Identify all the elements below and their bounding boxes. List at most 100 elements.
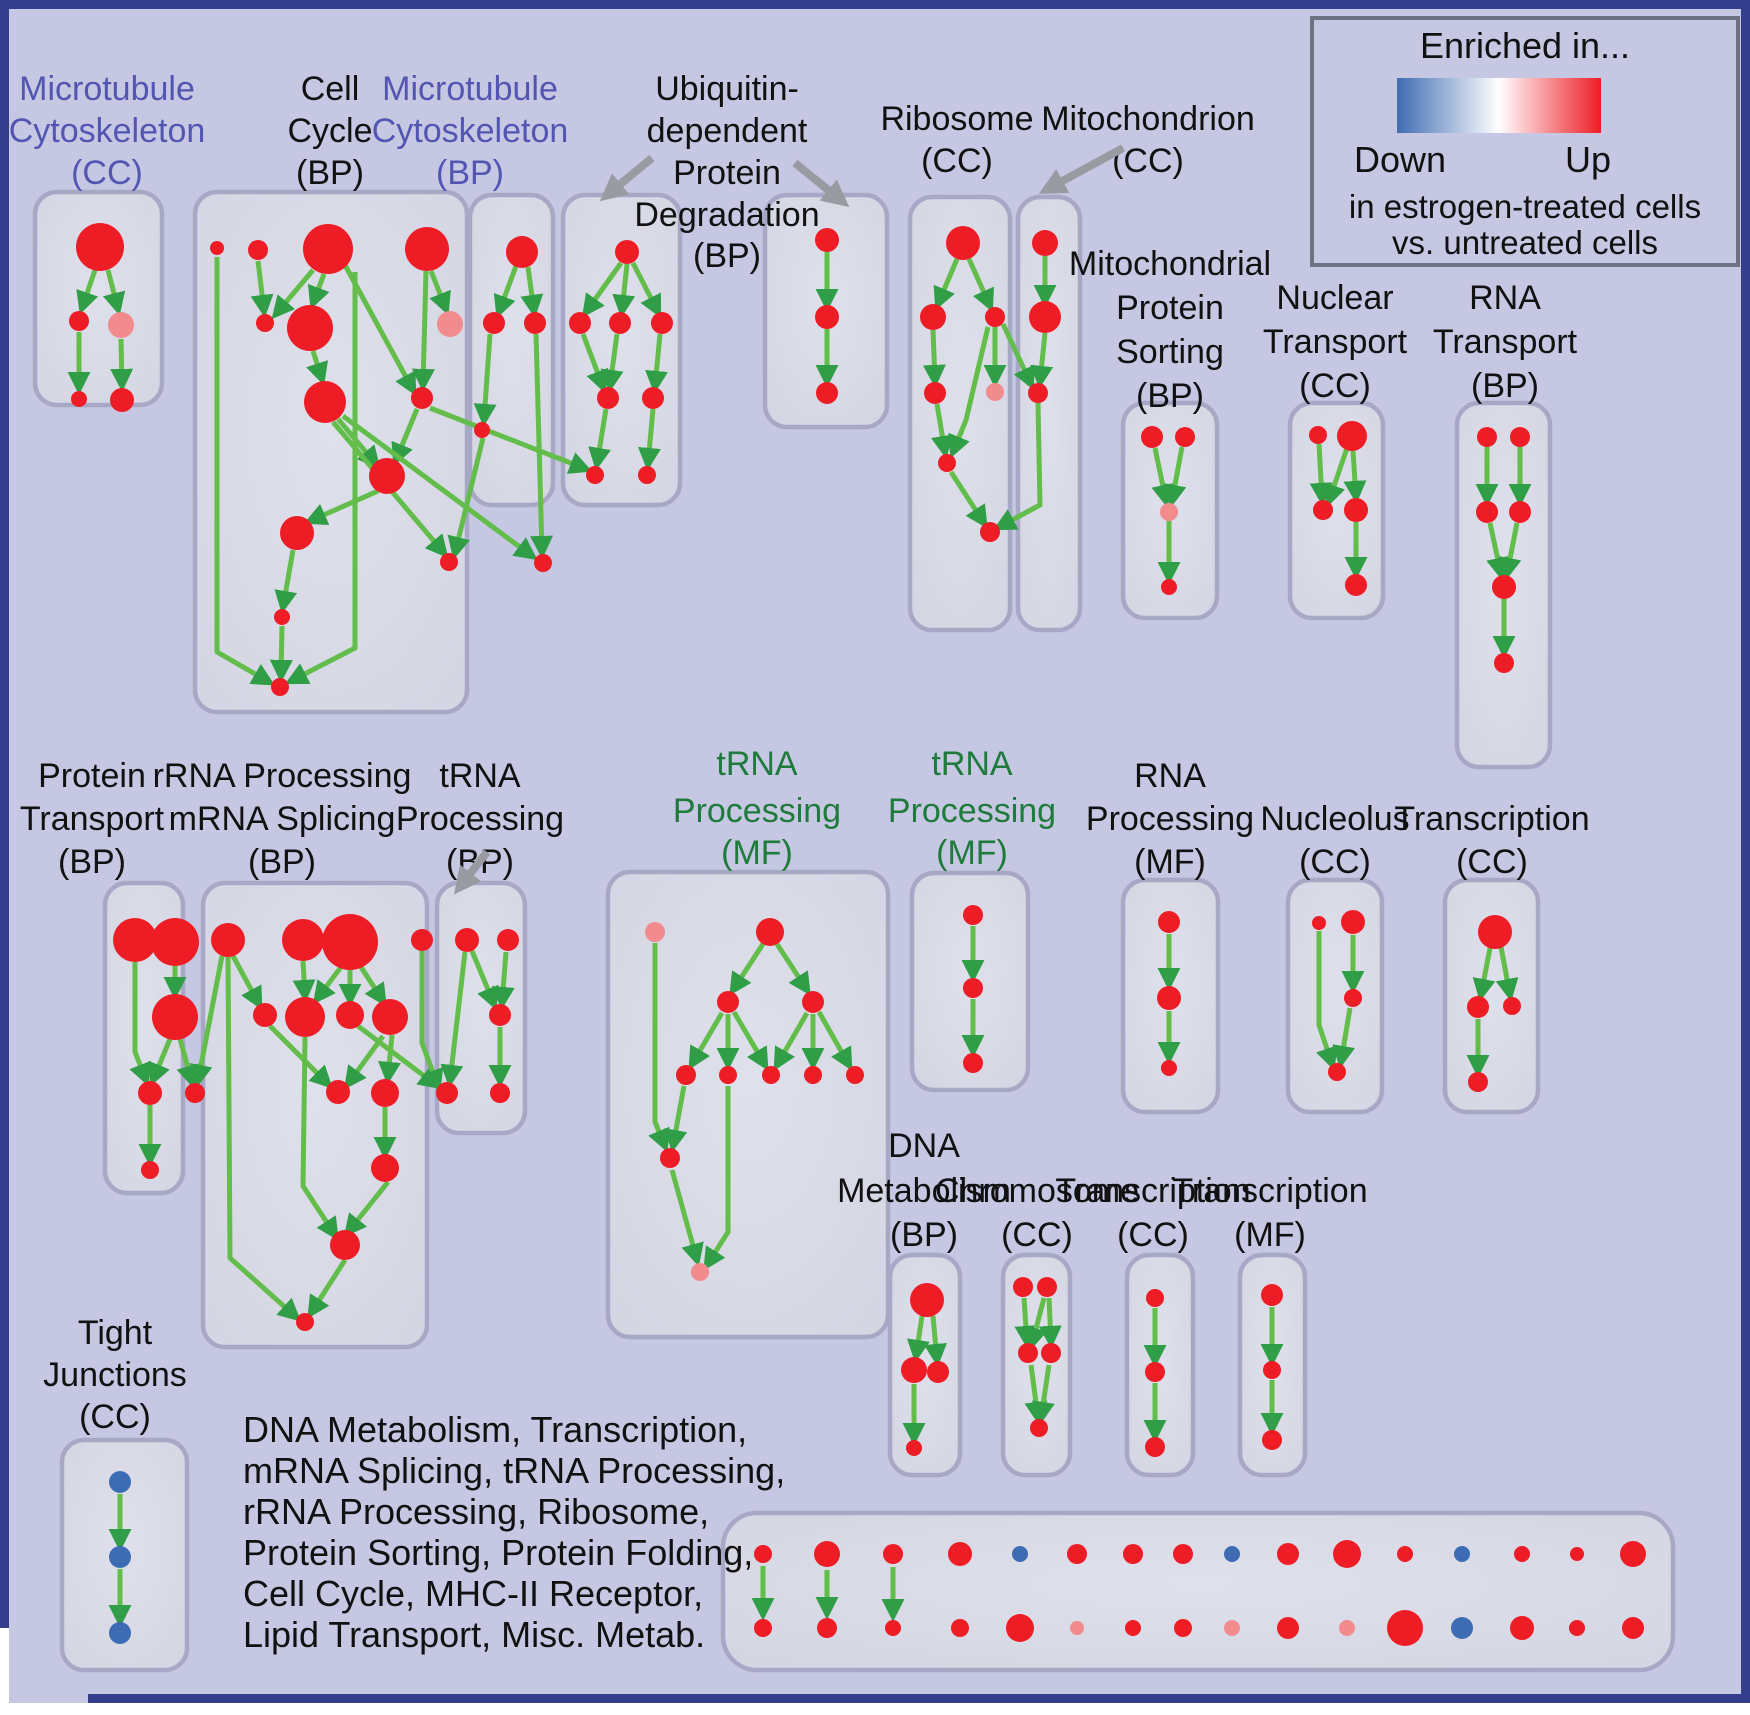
bottom-strip-col-3-top-node	[948, 1542, 972, 1566]
bottom-strip-col-14-bottom-node	[1569, 1620, 1585, 1636]
bottom-strip-col-9-bottom-node	[1277, 1617, 1299, 1639]
mitochondrion-box	[1015, 194, 1083, 633]
bottom-strip-col-13-bottom-node	[1510, 1616, 1534, 1640]
rrna-processing-mrna-splicing-node-6	[336, 1001, 364, 1029]
chromosome-node-0	[1013, 1277, 1033, 1297]
microtubule-cytoskeleton-cc-label-line-1: Microtubule	[19, 70, 195, 108]
nuclear-transport-edge-1	[1323, 447, 1350, 508]
ubiquitin-label-line-4: Degradation	[634, 196, 819, 234]
bottom-strip-col-3-bottom-node	[951, 1619, 969, 1637]
microtubule-cytoskeleton-bp-node-3	[474, 422, 490, 438]
cell-cycle-edge-2	[307, 273, 330, 310]
bottom-strip-col-2-top-node	[883, 1544, 903, 1564]
cell-cycle-node-11	[274, 609, 290, 625]
footer-line-5: Cell Cycle, MHC-II Receptor,	[243, 1573, 703, 1614]
nuclear-transport-node-0	[1309, 426, 1327, 444]
cell-cycle-node-3	[405, 227, 449, 271]
trna-processing-mf-big-edge-0	[729, 942, 766, 996]
trna-processing-mf-big-edge-9	[664, 1085, 688, 1153]
bottom-strip-col-1-top-node	[814, 1541, 840, 1567]
microtubule-cytoskeleton-cc-node-3	[71, 391, 87, 407]
transcription-cc2-node-2	[1145, 1437, 1165, 1457]
trna-processing-bp-node-3	[436, 1082, 458, 1104]
ribosome-node-3	[924, 382, 946, 404]
transcription-mf-node-2	[1262, 1430, 1282, 1450]
transcription-cc1-node-3	[1468, 1072, 1488, 1092]
footer-line-1: DNA Metabolism, Transcription,	[243, 1409, 747, 1450]
ribosome-edge-7	[948, 470, 988, 529]
bottom-strip-col-5-bottom-node	[1070, 1621, 1084, 1635]
chromosome-box	[1000, 1252, 1073, 1478]
dna-metabolism-label-line-1: DNA	[888, 1127, 960, 1165]
cell-cycle-node-6	[437, 311, 463, 337]
bottom-strip-col-15-bottom-node	[1622, 1617, 1644, 1639]
transcription-cc1-node-2	[1503, 997, 1521, 1015]
ribosome-node-2	[985, 307, 1005, 327]
microtubule-cytoskeleton-cc-label-line-3: (CC)	[71, 154, 143, 192]
ribosome-edge-4	[1000, 322, 1035, 391]
ribosome-node-0	[946, 226, 980, 260]
nuclear-transport-box	[1287, 400, 1386, 621]
nucleolus-edge-1	[1332, 1007, 1355, 1069]
trna-mf-small-label-line-3: (MF)	[936, 834, 1008, 872]
legend-box	[1310, 16, 1740, 267]
trna-processing-mf-big-node-5	[719, 1066, 737, 1084]
trna-processing-mf-big-edge-2	[688, 1011, 725, 1070]
cell-cycle-node-10	[280, 516, 314, 550]
mito-protein-sorting-label-line-4: (BP)	[1136, 377, 1204, 415]
rrna-processing-mrna-splicing-edge-9	[343, 1034, 386, 1090]
bottom-strip-col-4-top-node	[1012, 1546, 1028, 1562]
chromosome-node-2	[1018, 1343, 1038, 1363]
cell-cycle-node-13	[440, 553, 458, 571]
bottom-strip-col-11-top-node	[1397, 1546, 1413, 1562]
rrna-mrna-label-line-1: rRNA Processing	[153, 757, 412, 795]
mito-protein-sorting-label-line-2: Protein	[1116, 289, 1224, 327]
trna-processing-mf-big-node-8	[846, 1066, 864, 1084]
protein-transport-node-0	[113, 918, 157, 962]
trna-processing-mf-big-edge-8	[648, 943, 670, 1153]
trna-processing-mf-big-edge-10	[669, 1169, 704, 1267]
bottom-strip-col-8-top-node	[1224, 1546, 1240, 1562]
nuclear-transport-node-1	[1337, 421, 1367, 451]
trna-processing-bp-node-4	[490, 1083, 510, 1103]
cell-cycle-edge-9	[303, 488, 380, 526]
mitochondrion-label-line-2: (CC)	[1112, 142, 1184, 180]
ribosome-edge-2	[922, 329, 946, 388]
dna-metabolism-edge-0	[907, 1315, 930, 1363]
trna-processing-mf-big-node-9	[660, 1148, 680, 1168]
ubiquitin-degradation-b-node-2	[816, 382, 838, 404]
trna-processing-mf-big-edge-1	[774, 942, 811, 996]
bottom-strip-col-0-top-node	[754, 1545, 772, 1563]
footer-line-4: Protein Sorting, Protein Folding,	[243, 1532, 753, 1573]
ribosome-edge-6	[948, 326, 991, 459]
ribosome-edge-1	[966, 257, 994, 313]
trna-processing-mf-big-edge-5	[773, 1011, 810, 1071]
microtubule-cytoskeleton-bp-node-0	[506, 236, 538, 268]
ribosome-node-5	[938, 454, 956, 472]
cell-cycle-edge-10	[274, 549, 298, 614]
trna-processing-bp-node-0	[455, 928, 479, 952]
legend-up-label: Up	[1565, 139, 1611, 180]
legend-subline-1: in estrogen-treated cells	[1349, 188, 1701, 225]
rrna-processing-mrna-splicing-edge-13	[343, 1180, 390, 1238]
nucleolus-edge-2	[1315, 931, 1338, 1071]
ubiquitin-degradation-a-edge-3	[580, 333, 609, 394]
ubiquitin-degradation-a-edge-6	[588, 408, 611, 471]
rrna-processing-mrna-splicing-node-12	[296, 1313, 314, 1331]
protein-transport-node-5	[141, 1161, 159, 1179]
cell-cycle-edge-6	[306, 350, 329, 386]
dna-metabolism-label-line-2: Metabolism	[837, 1172, 1011, 1210]
rrna-processing-mrna-splicing-node-0	[211, 923, 245, 957]
mito-protein-sorting-label-line-3: Sorting	[1116, 333, 1224, 371]
bottom-strip-col-14-top-node	[1570, 1547, 1584, 1561]
trna-processing-mf-big-node-3	[802, 991, 824, 1013]
rna-transport-node-1	[1510, 427, 1530, 447]
mitochondrion-label-line-1: Mitochondrion	[1041, 100, 1255, 138]
footer-line-2: mRNA Splicing, tRNA Processing,	[243, 1450, 785, 1491]
ubiquitin-degradation-a-node-1	[569, 312, 591, 334]
nucleolus-label-line-2: (CC)	[1299, 843, 1371, 881]
ubiquitin-degradation-a-edge-4	[600, 333, 624, 393]
transcription-mf-label-line-1: Transcription	[1172, 1172, 1367, 1210]
cell-cycle-node-5	[287, 305, 333, 351]
nucleolus-node-2	[1344, 989, 1362, 1007]
